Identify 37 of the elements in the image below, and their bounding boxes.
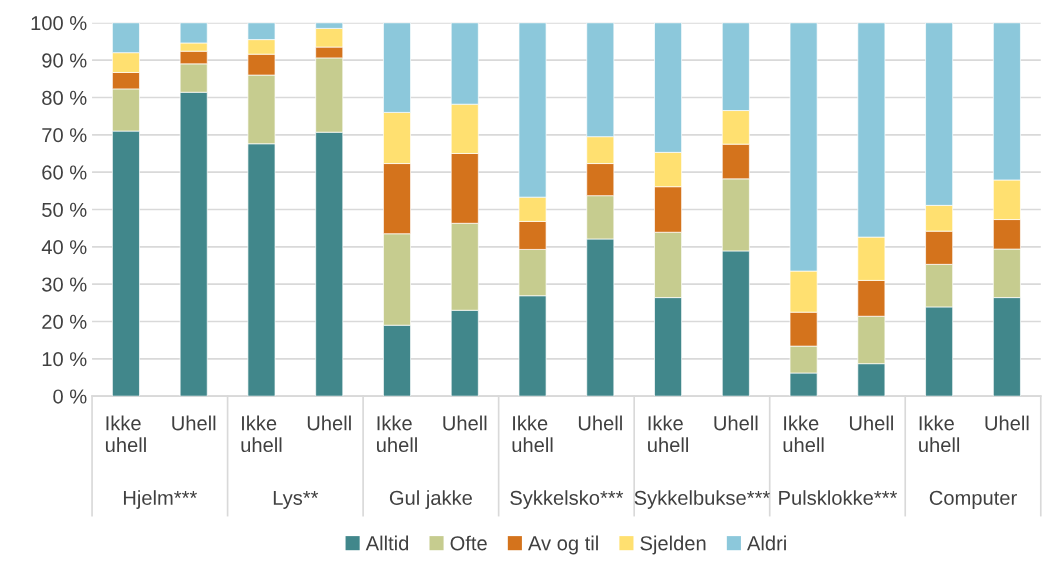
y-tick-label: 60 % bbox=[42, 165, 87, 180]
y-tick-label: 20 % bbox=[42, 314, 87, 329]
x-tick-label: Ikke uhell bbox=[105, 415, 146, 453]
y-tick-label: 10 % bbox=[42, 352, 87, 367]
x-tick-label: Uhell bbox=[985, 415, 1029, 431]
y-tick-label: 90 % bbox=[42, 53, 87, 68]
text: Pulsklokke*** bbox=[779, 490, 898, 505]
x-tick-label: Ikke uhell bbox=[241, 415, 282, 453]
text: Hjelm*** bbox=[123, 490, 197, 509]
y-tick-label: 30 % bbox=[42, 277, 87, 292]
text: Sykkelbukse*** bbox=[634, 490, 770, 509]
legend-label: Alltid bbox=[365, 535, 409, 551]
legend-label: Av og til bbox=[528, 535, 598, 555]
x-tick-label: Ikke uhell bbox=[377, 415, 417, 453]
text: Lys** bbox=[273, 490, 319, 509]
y-tick-label: 40 % bbox=[41, 240, 87, 255]
x-tick-label: Ikke uhell bbox=[648, 415, 688, 453]
legend-label: Ofte bbox=[450, 535, 487, 551]
text: Computer bbox=[929, 490, 1017, 509]
x-tick-label: Ikke uhell bbox=[783, 415, 824, 453]
x-tick-label: Ikke uhell bbox=[512, 415, 553, 453]
text: Gul jakke bbox=[389, 490, 472, 509]
y-tick-label: 0 % bbox=[53, 389, 87, 404]
x-tick-label: Uhell bbox=[714, 415, 758, 431]
x-tick-label: Uhell bbox=[307, 415, 351, 431]
legend-label: Sjelden bbox=[640, 535, 706, 555]
y-tick-label: 70 % bbox=[42, 128, 87, 143]
y-tick-label: 80 % bbox=[42, 90, 87, 105]
x-tick-label: Uhell bbox=[443, 415, 487, 431]
x-tick-label: Ikke uhell bbox=[919, 415, 960, 453]
y-tick-label: 50 % bbox=[42, 202, 87, 217]
y-tick-label: 100 % bbox=[31, 16, 87, 31]
x-tick-label: Uhell bbox=[578, 415, 622, 431]
legend-label: Aldri bbox=[747, 535, 786, 551]
x-tick-label: Uhell bbox=[172, 415, 216, 431]
x-tick-label: Uhell bbox=[849, 415, 893, 431]
text: Sykkelsko*** bbox=[510, 490, 624, 509]
